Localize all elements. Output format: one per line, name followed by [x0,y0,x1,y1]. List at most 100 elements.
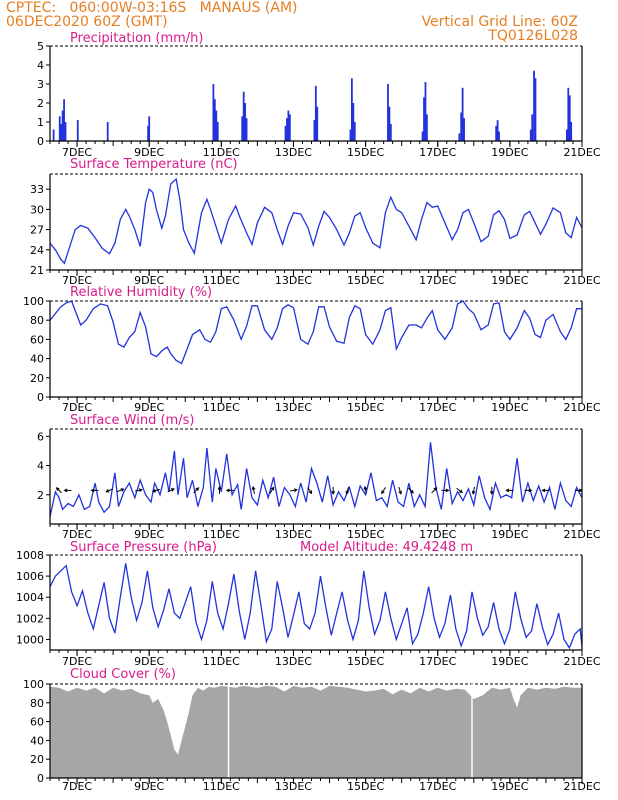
precip-bar [60,123,63,141]
panel-4: Surface Pressure (hPa) Model Altitude: 49… [16,540,601,668]
panel-3: Surface Wind (m/s) 2 4 6 7DEC 9DEC 11DEC 13DEC 1… [37,413,601,541]
x-tick-label: 9DEC [134,655,164,668]
wind-vector [331,486,336,495]
wind-vector [431,487,438,494]
wind-vector [289,488,298,493]
precip-bar [286,118,288,141]
precip-bar [498,131,500,141]
precip-bar [495,125,498,141]
x-tick-label: 9DEC [134,146,164,159]
wind-vector [134,488,143,493]
panel-subtitle: Model Altitude: 49.4248 m [300,540,473,555]
x-tick-label: 15DEC [347,780,384,793]
x-tick-label: 19DEC [491,528,528,541]
x-tick-label: 13DEC [275,146,312,159]
y-tick-label: 40 [30,353,44,366]
x-tick-label: 9DEC [134,780,164,793]
x-tick-label: 15DEC [347,274,384,287]
x-tick-label: 7DEC [62,528,92,541]
panel-title: Surface Temperature (nC) [70,157,238,172]
precip-bar [353,122,356,141]
y-tick-label: 20 [30,753,44,766]
x-tick-label: 19DEC [491,780,528,793]
wind-vector [381,487,386,495]
y-tick-label: 2 [37,97,44,110]
y-tick-label: 60 [30,333,44,346]
precip-bar [314,85,317,141]
precip-bar [244,103,247,141]
precip-bar [531,114,534,141]
x-tick-label: 21DEC [563,780,600,793]
panel-title: Surface Pressure (hPa) [70,540,217,555]
x-tick-label: 13DEC [275,274,312,287]
wind-vector [152,488,160,493]
x-tick-label: 7DEC [62,146,92,159]
y-tick-label: 6 [37,430,44,443]
y-tick-label: 27 [30,224,44,237]
y-tick-label: 4 [37,59,44,72]
precip-bar [212,84,215,141]
wind-vector [441,488,450,493]
precip-bar [389,123,392,141]
x-tick-label: 9DEC [134,274,164,287]
x-tick-label: 17DEC [419,401,456,414]
x-tick-label: 21DEC [563,655,600,668]
wind-vector [251,485,256,494]
precip-bar [496,120,499,141]
series-line [49,300,582,365]
y-tick-label: 30 [30,203,44,216]
cloud-cover-area [50,685,582,778]
x-tick-label: 15DEC [347,655,384,668]
precip-bar [58,116,61,141]
y-tick-label: 0 [37,391,44,404]
precip-bar [64,122,67,141]
precip-bar [534,78,537,141]
x-tick-label: 17DEC [419,528,456,541]
precip-bar [148,116,151,141]
y-tick-label: 1006 [16,570,44,583]
x-tick-label: 13DEC [275,528,312,541]
precip-bar [215,110,218,141]
panel-2: Relative Humidity (%) 0 20 40 60 80 100 7DEC 9DE… [23,285,601,414]
y-tick-label: 1002 [16,612,44,625]
x-tick-label: 19DEC [491,655,528,668]
wind-vector [307,487,313,495]
y-tick-label: 40 [30,734,44,747]
precip-bar [147,125,150,141]
x-tick-label: 11DEC [203,146,240,159]
precip-bar [388,106,391,141]
panel-title: Cloud Cover (%) [70,667,176,682]
y-tick-label: 3 [37,78,44,91]
y-tick-label: 80 [30,697,44,710]
precip-bar [241,116,244,141]
x-tick-label: 15DEC [347,528,384,541]
series-line [49,442,583,517]
y-tick-label: 5 [37,40,44,53]
x-tick-label: 17DEC [419,655,456,668]
precip-bar [568,95,571,141]
precip-bar [76,120,79,141]
x-tick-label: 13DEC [275,780,312,793]
wind-vector [193,487,200,494]
panel-0: Precipitation (mm/h) 0 1 2 3 4 5 7DEC 9DEC 11DEC 1… [37,31,601,159]
y-tick-label: 1004 [16,591,44,604]
wind-vector [363,485,368,494]
precip-bar [106,122,109,141]
x-tick-label: 11DEC [203,655,240,668]
precip-bar [533,70,535,141]
series-line [49,563,583,650]
y-tick-label: 33 [30,183,44,196]
x-tick-label: 13DEC [275,401,312,414]
series-line [49,177,583,265]
x-tick-label: 21DEC [563,528,600,541]
wind-vector [269,486,275,494]
x-tick-label: 17DEC [419,146,456,159]
precip-bar [63,99,65,141]
x-tick-label: 17DEC [419,780,456,793]
precip-bar [52,129,55,141]
precip-bar [352,103,355,141]
wind-vector [116,488,125,493]
x-tick-label: 21DEC [563,146,600,159]
precip-bar [287,110,290,141]
wind-vector [345,486,350,495]
